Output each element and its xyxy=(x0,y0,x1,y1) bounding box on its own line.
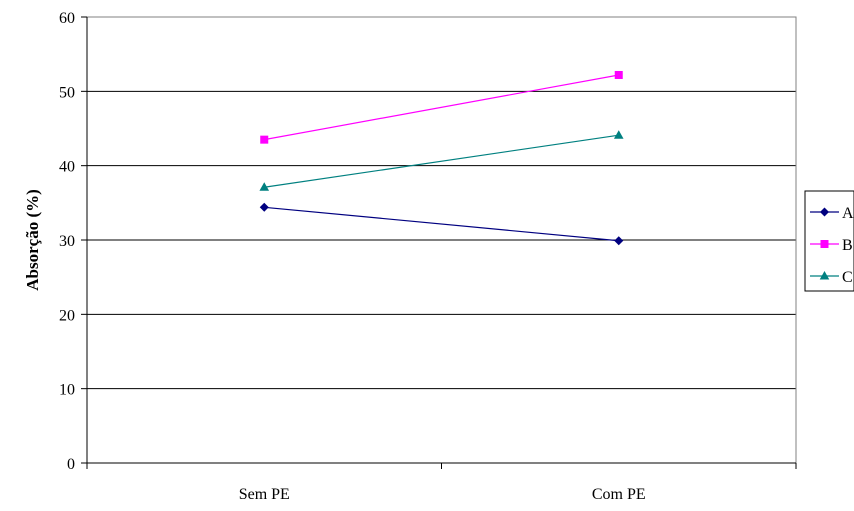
x-tick-label: Sem PE xyxy=(239,486,290,503)
data-point-B xyxy=(260,135,269,144)
data-point-C xyxy=(259,182,270,191)
series-line-C xyxy=(264,134,619,188)
series-C xyxy=(259,130,624,191)
x-axis-ticks: Sem PE Com PE xyxy=(86,463,797,503)
series-line-B xyxy=(264,74,619,141)
data-point-A xyxy=(614,236,624,246)
y-tick-label: 10 xyxy=(59,382,75,399)
data-point-C xyxy=(613,130,624,139)
series-A xyxy=(259,202,624,246)
legend-label: C xyxy=(842,269,853,286)
y-tick-label: 60 xyxy=(59,10,75,27)
y-tick-label: 40 xyxy=(59,159,75,176)
legend-item-B: B xyxy=(810,237,853,254)
y-tick-label: 50 xyxy=(59,84,75,101)
y-tick-label: 0 xyxy=(67,456,75,473)
data-point-A xyxy=(259,202,269,212)
legend-marker xyxy=(820,207,829,217)
y-axis-title: Absorção (%) xyxy=(23,189,42,291)
y-tick-label: 30 xyxy=(59,233,75,250)
legend-label: A xyxy=(842,205,854,222)
series-B xyxy=(260,70,623,144)
legend-item-A: A xyxy=(810,205,854,222)
legend-marker xyxy=(820,240,829,248)
series-line-A xyxy=(264,206,619,242)
legend-label: B xyxy=(842,237,853,254)
gridlines xyxy=(87,16,796,390)
data-point-B xyxy=(614,70,623,79)
y-tick-label: 20 xyxy=(59,307,75,324)
series-layer xyxy=(259,70,624,246)
legend: ABC xyxy=(804,190,854,292)
legend-box xyxy=(804,190,854,292)
legend-marker xyxy=(819,271,830,280)
x-tick-label: Com PE xyxy=(592,486,646,503)
y-axis-ticks: 0 10 20 30 40 50 60 xyxy=(59,10,87,473)
legend-item-C: C xyxy=(810,269,853,286)
